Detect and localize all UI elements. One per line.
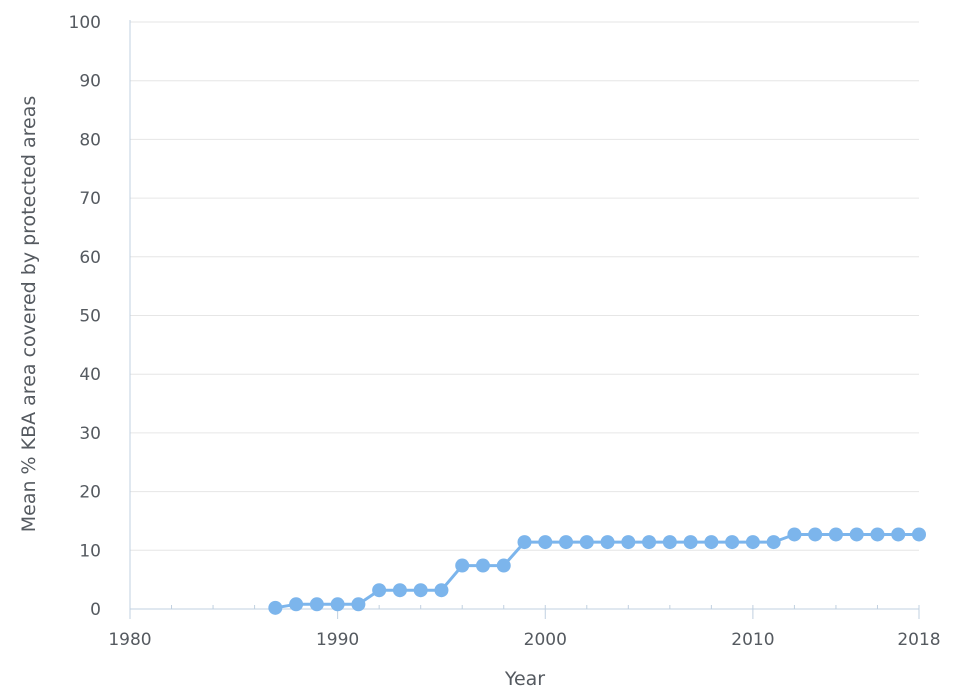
- y-axis-ticks: 0 10 20 30 40 50 60 70 80 90 100: [69, 13, 101, 620]
- data-point: [704, 535, 719, 550]
- y-tick-label: 20: [79, 483, 101, 503]
- series-layer: [268, 527, 926, 615]
- data-point: [891, 527, 906, 542]
- y-tick-label: 50: [79, 307, 101, 327]
- data-point: [496, 558, 511, 573]
- data-point: [268, 600, 283, 615]
- data-point: [662, 535, 677, 550]
- x-axis-title: Year: [504, 668, 545, 689]
- axes: [129, 20, 919, 610]
- y-tick-label: 70: [79, 189, 101, 209]
- data-point: [413, 583, 428, 598]
- data-point: [745, 535, 760, 550]
- x-tick-label: 1980: [108, 630, 151, 650]
- data-point: [828, 527, 843, 542]
- data-point: [642, 535, 657, 550]
- data-point: [600, 535, 615, 550]
- data-point: [517, 535, 532, 550]
- series-line: [275, 533, 919, 610]
- y-tick-label: 10: [79, 541, 101, 561]
- y-tick-label: 0: [90, 600, 101, 620]
- data-point: [787, 527, 802, 542]
- data-point: [392, 583, 407, 598]
- y-tick-label: 40: [79, 365, 101, 385]
- data-point: [351, 597, 366, 612]
- data-point: [372, 583, 387, 598]
- y-tick-label: 60: [79, 248, 101, 268]
- data-point: [683, 535, 698, 550]
- data-point: [912, 527, 926, 542]
- x-tick-label: 1990: [316, 630, 359, 650]
- data-point: [725, 535, 740, 550]
- data-point: [766, 535, 781, 550]
- data-point: [808, 527, 823, 542]
- data-point: [870, 527, 885, 542]
- data-point: [559, 535, 574, 550]
- data-point: [579, 535, 594, 550]
- data-point: [475, 558, 490, 573]
- data-point: [538, 535, 553, 550]
- y-tick-label: 100: [69, 13, 101, 33]
- data-point: [309, 597, 324, 612]
- data-point: [849, 527, 864, 542]
- y-axis-title: Mean % KBA area covered by protected are…: [18, 96, 40, 533]
- x-tick-label: 2010: [731, 630, 774, 650]
- x-axis-ticks: 1980 1990 2000 2010 2018: [108, 605, 941, 650]
- y-tick-label: 80: [79, 130, 101, 150]
- data-point: [330, 597, 345, 612]
- grid-lines: [130, 21, 919, 551]
- y-tick-label: 90: [79, 72, 101, 92]
- x-tick-label: 2000: [524, 630, 567, 650]
- data-point: [289, 597, 304, 612]
- y-tick-label: 30: [79, 424, 101, 444]
- data-point: [621, 535, 636, 550]
- data-point: [455, 558, 470, 573]
- x-tick-label: 2018: [897, 630, 940, 650]
- data-point: [434, 583, 449, 598]
